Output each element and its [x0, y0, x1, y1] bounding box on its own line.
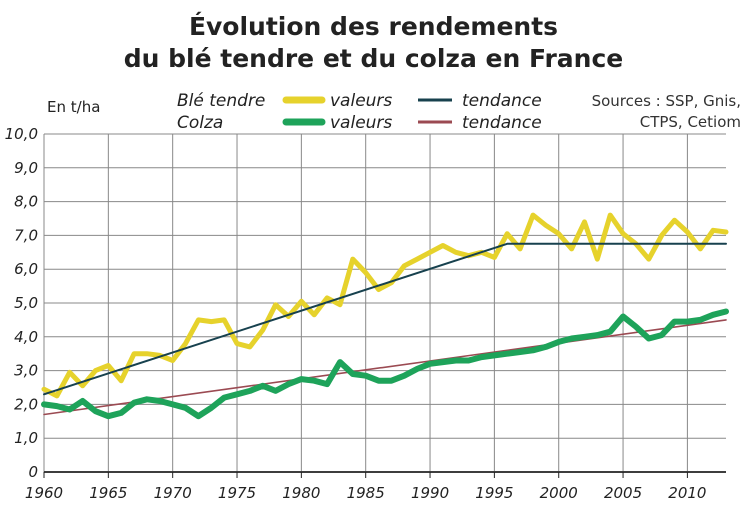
- chart-title-line2: du blé tendre et du colza en France: [123, 44, 624, 73]
- y-tick-label: 0: [28, 463, 38, 481]
- legend-colza-label: Colza: [177, 113, 224, 133]
- y-tick-label: 8,0: [14, 193, 38, 211]
- sources-line1: Sources : SSP, Gnis,: [591, 92, 741, 110]
- legend-colza-values-label: valeurs: [330, 113, 393, 133]
- y-tick-label: 7,0: [14, 226, 38, 244]
- x-tick-label: 1975: [218, 484, 256, 502]
- x-tick-label: 1970: [154, 484, 192, 502]
- legend-ble-trend-label: tendance: [462, 91, 542, 111]
- x-tick-label: 1985: [347, 484, 385, 502]
- y-tick-label: 10,0: [5, 125, 38, 143]
- y-tick-label: 6,0: [14, 260, 38, 278]
- legend-ble-label: Blé tendre: [177, 91, 266, 111]
- x-tick-label: 1990: [411, 484, 449, 502]
- colza-values-line: [41, 308, 729, 420]
- y-tick-label: 9,0: [14, 159, 38, 177]
- y-tick-label: 5,0: [14, 294, 38, 312]
- y-unit-label: En t/ha: [47, 98, 101, 116]
- legend-ble-values-label: valeurs: [330, 91, 393, 111]
- x-tick-label: 2000: [540, 484, 578, 502]
- y-tick-label: 4,0: [14, 328, 38, 346]
- ble-values-line: [41, 212, 729, 399]
- x-tick-label: 1995: [475, 484, 513, 502]
- x-tick-label: 2005: [604, 484, 642, 502]
- x-tick-label: 1980: [282, 484, 320, 502]
- x-tick-label: 1960: [25, 484, 63, 502]
- ble-trend-line: [43, 242, 727, 396]
- y-tick-label: 2,0: [14, 395, 38, 413]
- x-tick-label: 1965: [89, 484, 127, 502]
- y-tick-label: 3,0: [14, 362, 38, 380]
- legend-colza-trend-label: tendance: [462, 113, 542, 133]
- sources-line2: CTPS, Cetiom: [639, 113, 741, 131]
- chart-title-line1: Évolution des rendements: [188, 12, 559, 41]
- x-tick-label: 2010: [668, 484, 706, 502]
- y-tick-label: 1,0: [14, 429, 38, 447]
